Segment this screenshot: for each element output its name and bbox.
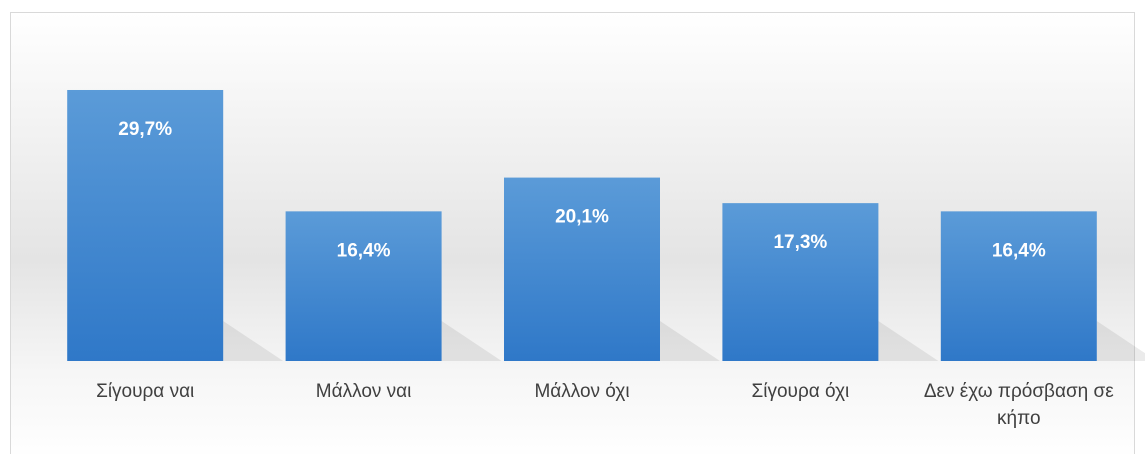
value-label: 17,3% (773, 232, 827, 253)
bar (67, 89, 224, 362)
bar (504, 177, 660, 361)
bar-shadow (223, 321, 284, 361)
x-tick-label: Μάλλον ναι (315, 381, 412, 402)
bar-shadow (1096, 321, 1145, 361)
x-tick-label: Σίγουρα ναι (96, 381, 195, 402)
value-label: 16,4% (337, 240, 391, 261)
bar-shadow (441, 321, 502, 361)
value-label: 29,7% (118, 119, 172, 140)
x-tick-label: Σίγουρα όχι (751, 381, 850, 402)
value-label: 20,1% (555, 207, 609, 228)
x-tick-label: Μάλλον όχι (534, 381, 630, 402)
bar (285, 211, 442, 361)
bar (722, 203, 879, 361)
x-tick-label: Δεν έχω πρόσβαση σε κήπο (923, 381, 1114, 429)
bar-shadow (660, 321, 720, 361)
bar (940, 211, 1097, 361)
value-label: 16,4% (992, 240, 1046, 261)
bar-shadow (878, 321, 939, 361)
